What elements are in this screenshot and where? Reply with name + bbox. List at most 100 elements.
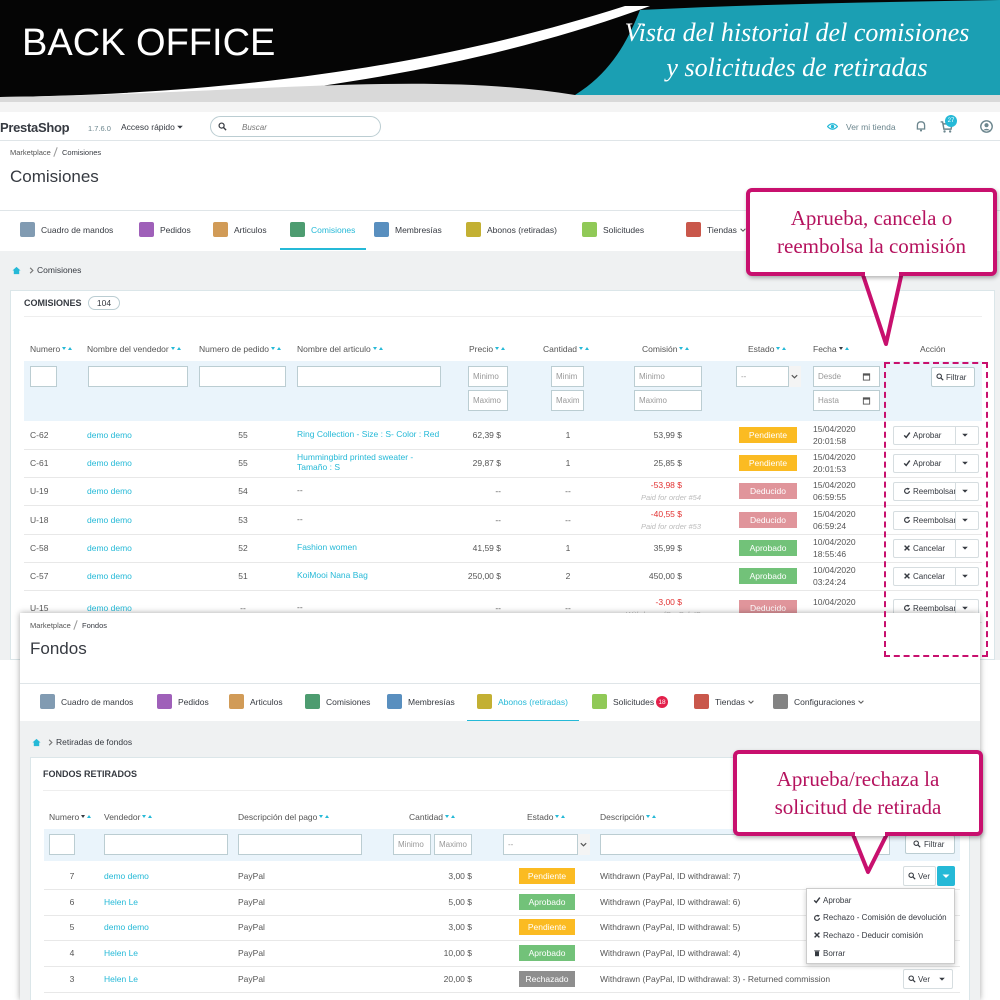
column-header[interactable]: Numero de pedido: [199, 344, 269, 354]
cell-item[interactable]: Ring Collection - Size : S- Color : Red: [297, 429, 440, 440]
tab[interactable]: Tiendas: [715, 697, 745, 707]
search-box[interactable]: [210, 116, 381, 137]
cell-item[interactable]: Fashion women: [297, 542, 358, 553]
action-menu-item[interactable]: Rechazo - Comisión de devolución: [823, 913, 947, 923]
cell-vendor[interactable]: Helen Le: [104, 974, 139, 984]
column-header[interactable]: Nombre del vendedor: [87, 344, 169, 354]
tab[interactable]: Comisiones: [311, 225, 356, 235]
tab[interactable]: Membresías: [408, 697, 455, 707]
sort-icon: [62, 347, 72, 350]
action-label[interactable]: Cancelar: [913, 543, 946, 553]
column-header[interactable]: Estado: [748, 344, 775, 354]
filter-comm-min[interactable]: [634, 366, 702, 387]
action-label[interactable]: Ver: [918, 871, 931, 881]
filter-qty-max[interactable]: [551, 390, 584, 411]
breadcrumb-item[interactable]: Marketplace: [30, 620, 71, 630]
filter-order[interactable]: [199, 366, 286, 387]
column-header[interactable]: Cantidad: [543, 344, 578, 354]
quick-access[interactable]: Acceso rápido: [121, 122, 175, 132]
tab[interactable]: Membresías: [395, 225, 442, 235]
action-menu-item[interactable]: Rechazo - Deducir comisión: [823, 930, 924, 940]
column-header[interactable]: Precio: [469, 344, 494, 354]
filter-amount-max[interactable]: [434, 834, 472, 855]
action-label[interactable]: Ver: [918, 974, 931, 984]
column-header[interactable]: Comisión: [642, 344, 678, 354]
tab[interactable]: Tiendas: [707, 225, 737, 235]
cell-vendor[interactable]: demo demo: [87, 543, 132, 553]
filter-date-to[interactable]: [813, 390, 880, 411]
status-badge: [739, 483, 797, 499]
action-label[interactable]: Aprobar: [913, 458, 942, 468]
action-button[interactable]: [893, 567, 979, 586]
column-header[interactable]: Acción: [920, 344, 946, 354]
cell-item[interactable]: --: [297, 514, 303, 525]
filter-comm-max[interactable]: [634, 390, 702, 411]
filter-button[interactable]: [931, 367, 975, 387]
filter-date-from[interactable]: [813, 366, 880, 387]
column-header[interactable]: Fecha: [813, 344, 837, 354]
tab[interactable]: Articulos: [250, 697, 283, 707]
action-label[interactable]: Cancelar: [913, 571, 946, 581]
filter-amount-min[interactable]: [393, 834, 431, 855]
cell-vendor[interactable]: demo demo: [87, 603, 132, 613]
tab[interactable]: Articulos: [234, 225, 267, 235]
column-header[interactable]: Vendedor: [104, 812, 141, 822]
action-label[interactable]: Reembolsar: [913, 603, 957, 613]
filter-number[interactable]: [49, 834, 75, 855]
tab[interactable]: Solicitudes: [603, 225, 645, 235]
tab[interactable]: Pedidos: [160, 225, 191, 235]
cell-vendor[interactable]: Helen Le: [104, 897, 139, 907]
action-label[interactable]: Reembolsar: [913, 515, 957, 525]
action-menu-item[interactable]: Aprobar: [823, 895, 852, 905]
filter-number[interactable]: [30, 366, 57, 387]
breadcrumb-item[interactable]: Marketplace: [10, 147, 51, 157]
cell-vendor[interactable]: Helen Le: [104, 948, 139, 958]
tab[interactable]: Abonos (retiradas): [498, 697, 568, 707]
cell-item[interactable]: --: [297, 485, 303, 496]
column-header[interactable]: Descripción del pago: [238, 812, 318, 822]
column-header[interactable]: Nombre del articulo: [297, 344, 371, 354]
view-store-link[interactable]: Ver mi tienda: [846, 122, 896, 132]
action-menu-item[interactable]: Borrar: [823, 948, 846, 958]
action-label[interactable]: Aprobar: [913, 430, 942, 440]
tab[interactable]: Cuadro de mandos: [61, 697, 134, 707]
tab[interactable]: Comisiones: [326, 697, 371, 707]
cell-vendor[interactable]: demo demo: [87, 430, 132, 440]
column-header[interactable]: Descripción: [600, 812, 645, 822]
cell-item[interactable]: Hummingbird printed sweater - Tamaño : S: [297, 452, 414, 472]
action-button[interactable]: [893, 426, 979, 445]
action-button[interactable]: [893, 539, 979, 558]
column-header[interactable]: Cantidad: [409, 812, 444, 822]
tab[interactable]: Configuraciones: [794, 697, 856, 707]
column-header[interactable]: Estado: [527, 812, 554, 822]
cell-vendor[interactable]: demo demo: [87, 571, 132, 581]
cell-vendor[interactable]: demo demo: [104, 871, 149, 881]
sort-icon: [579, 347, 589, 350]
filter-description[interactable]: [600, 834, 890, 855]
tab[interactable]: Pedidos: [178, 697, 209, 707]
filter-qty-min[interactable]: [551, 366, 584, 387]
action-label[interactable]: Reembolsar: [913, 486, 957, 496]
action-button[interactable]: [903, 866, 936, 886]
cell-vendor[interactable]: demo demo: [87, 515, 132, 525]
filter-item[interactable]: [297, 366, 441, 387]
tab[interactable]: Abonos (retiradas): [487, 225, 557, 235]
filter-price-min[interactable]: [468, 366, 508, 387]
cell-vendor[interactable]: demo demo: [87, 458, 132, 468]
action-button[interactable]: [903, 969, 953, 989]
cell-vendor[interactable]: demo demo: [104, 922, 149, 932]
filter-payment[interactable]: [238, 834, 362, 855]
action-button[interactable]: [893, 482, 979, 501]
filter-vendor[interactable]: [88, 366, 188, 387]
cell-item[interactable]: KoiMooi Nana Bag: [297, 570, 368, 581]
cell-vendor[interactable]: demo demo: [87, 486, 132, 496]
filter-vendor[interactable]: [104, 834, 228, 855]
filter-price-max[interactable]: [468, 390, 508, 411]
tab[interactable]: Cuadro de mandos: [41, 225, 114, 235]
action-button[interactable]: [893, 511, 979, 530]
column-header[interactable]: Numero: [30, 344, 61, 354]
cell-item[interactable]: --: [297, 602, 303, 613]
action-button[interactable]: [893, 454, 979, 473]
column-header[interactable]: Numero: [49, 812, 80, 822]
tab[interactable]: Solicitudes: [613, 697, 655, 707]
